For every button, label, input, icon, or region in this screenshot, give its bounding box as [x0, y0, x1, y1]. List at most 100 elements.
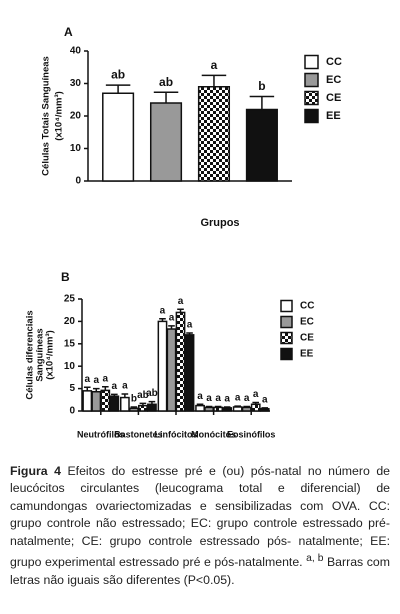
significance-letter: a	[187, 320, 193, 331]
bar	[222, 407, 233, 412]
y-tick-label: 25	[64, 294, 76, 305]
bar	[100, 389, 111, 412]
significance-letter: ab	[159, 75, 173, 89]
error-bar	[148, 400, 156, 405]
significance-letter: a	[244, 393, 250, 404]
bar	[259, 408, 270, 412]
bar	[157, 320, 168, 412]
legend-label: CE	[300, 333, 314, 344]
legend-swatch	[304, 54, 319, 70]
legend-swatch	[304, 90, 319, 106]
error-bar	[223, 406, 231, 408]
significance-letter: b	[131, 394, 137, 405]
significance-letter: a	[178, 296, 184, 307]
significance-letter: a	[103, 373, 109, 384]
bar	[232, 406, 243, 412]
error-bar	[121, 393, 129, 398]
error-bar	[261, 407, 269, 409]
y-tick-label: 20	[64, 316, 76, 327]
y-tick-label: 5	[69, 383, 75, 394]
legend-swatch	[280, 315, 293, 329]
bar	[102, 92, 135, 182]
bar	[91, 390, 102, 412]
significance-letter: ab	[146, 388, 158, 399]
significance-letter: a	[122, 381, 128, 392]
error-bar	[130, 406, 138, 409]
panel-label: A	[64, 25, 73, 39]
error-bar	[153, 91, 179, 103]
legend-swatch	[280, 347, 293, 361]
legend-swatch	[280, 299, 293, 313]
x-tick-label: Bastonetes	[114, 429, 163, 439]
error-bar	[177, 308, 184, 313]
bar	[204, 406, 214, 412]
legend-label: CC	[300, 301, 314, 312]
significance-letter: a	[215, 393, 221, 404]
legend-label: EE	[300, 349, 314, 360]
error-bar	[139, 402, 147, 406]
legend-swatch	[280, 331, 293, 345]
error-bar	[214, 405, 222, 408]
error-bar	[102, 386, 109, 391]
bar	[82, 390, 93, 412]
x-tick-label: Linfócitos	[155, 429, 198, 439]
panel-label: B	[61, 270, 70, 284]
significance-letter: a	[197, 391, 203, 402]
bar	[166, 328, 177, 412]
significance-letter: ab	[111, 68, 125, 82]
y-axis-label: (x10⁴/mm³)	[45, 330, 56, 380]
y-axis-label: (x10⁴/mm³)	[54, 91, 65, 141]
bar	[149, 102, 183, 182]
bar	[197, 86, 231, 182]
y-tick-label: 15	[64, 338, 76, 349]
bar	[129, 407, 139, 412]
error-bar	[196, 403, 204, 406]
y-tick-label: 10	[64, 361, 76, 372]
error-bar	[159, 317, 166, 322]
bar	[147, 403, 157, 412]
x-tick-label: Eosinófilos	[227, 429, 276, 439]
y-axis-label: Sanguíneas	[35, 328, 46, 381]
error-bar	[249, 95, 275, 110]
caption-label: Figura 4	[10, 464, 61, 478]
caption-superscript: a, b	[306, 553, 324, 565]
legend-label: EC	[300, 317, 314, 328]
bar	[245, 108, 278, 182]
y-tick-label: 40	[70, 46, 82, 57]
y-axis-label: Células diferenciais	[25, 310, 36, 399]
error-bar	[83, 386, 91, 391]
x-axis-label: Grupos	[200, 217, 239, 229]
error-bar	[105, 84, 131, 94]
significance-letter: a	[169, 313, 175, 324]
error-bar	[234, 405, 241, 407]
significance-letter: a	[235, 393, 241, 404]
y-tick-label: 10	[70, 143, 82, 154]
significance-letter: a	[112, 381, 118, 392]
y-tick-label: 0	[75, 176, 81, 187]
y-tick-label: 30	[70, 78, 82, 89]
significance-letter: a	[253, 389, 259, 400]
bar	[138, 404, 148, 412]
legend-label: CE	[326, 92, 341, 104]
bar	[241, 406, 252, 412]
error-bar	[243, 405, 250, 408]
legend-label: CC	[326, 56, 342, 68]
significance-letter: a	[224, 394, 230, 405]
caption-text-end: Barras com letras não iguais são diferen…	[10, 555, 390, 587]
significance-letter: a	[160, 305, 166, 316]
significance-letter: ab	[137, 390, 149, 401]
bar	[175, 311, 186, 412]
significance-letter: a	[94, 375, 100, 386]
bar	[184, 334, 195, 412]
error-bar	[201, 74, 227, 87]
bar	[119, 396, 130, 412]
legend-swatch	[304, 108, 319, 124]
error-bar	[186, 332, 193, 335]
legend-label: EC	[326, 74, 341, 86]
significance-letter: a	[206, 393, 212, 404]
significance-letter: a	[211, 58, 218, 72]
bar	[195, 404, 205, 412]
x-tick-label: Monócitos	[191, 429, 236, 439]
